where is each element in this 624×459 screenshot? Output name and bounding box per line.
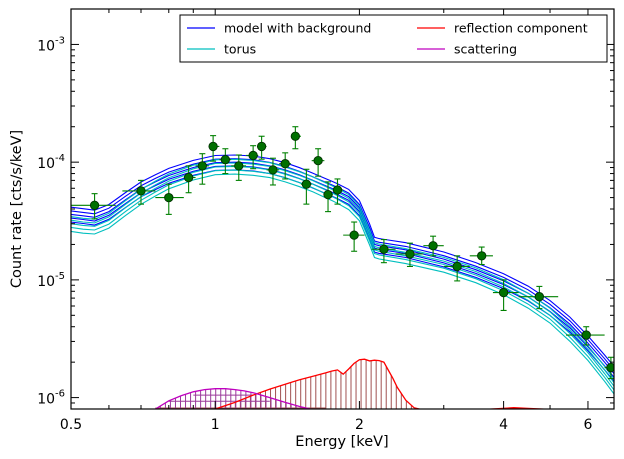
data-marker bbox=[183, 172, 194, 183]
legend-label: torus bbox=[224, 42, 256, 57]
scattering-hatching bbox=[159, 388, 307, 409]
data-point bbox=[323, 181, 333, 213]
data-point bbox=[266, 157, 280, 186]
legend-label: model with background bbox=[224, 21, 371, 36]
data-marker bbox=[136, 186, 146, 196]
data-point bbox=[492, 279, 519, 311]
data-marker bbox=[164, 192, 174, 203]
data-point bbox=[279, 152, 292, 180]
x-tick-label: 4 bbox=[499, 417, 508, 433]
data-points bbox=[71, 126, 614, 380]
plot-area bbox=[71, 126, 614, 409]
data-marker bbox=[268, 165, 278, 175]
data-marker bbox=[379, 244, 389, 254]
data-point bbox=[183, 165, 196, 194]
x-axis-label: Energy [keV] bbox=[295, 434, 388, 450]
data-point bbox=[343, 221, 365, 252]
legend: model with background reflection componen… bbox=[179, 14, 608, 63]
data-point bbox=[566, 326, 605, 346]
series-line-reflection-component bbox=[214, 358, 422, 409]
data-point bbox=[604, 356, 614, 380]
data-marker bbox=[248, 150, 258, 161]
data-point bbox=[290, 126, 301, 150]
data-point bbox=[122, 179, 156, 205]
data-marker bbox=[332, 185, 343, 195]
legend-box bbox=[179, 14, 608, 63]
series-line-torus bbox=[71, 173, 614, 395]
y-tick-label: 10-5 bbox=[37, 271, 65, 290]
data-point bbox=[311, 148, 325, 177]
legend-entry-reflection-component: reflection component bbox=[417, 21, 588, 36]
data-marker bbox=[349, 230, 359, 240]
series-model-with-background bbox=[71, 154, 614, 382]
data-point bbox=[469, 246, 493, 266]
reflection-hatching bbox=[155, 359, 417, 409]
data-marker bbox=[197, 161, 207, 171]
data-point bbox=[155, 183, 184, 215]
data-point bbox=[371, 239, 396, 264]
data-marker bbox=[428, 241, 438, 251]
data-marker bbox=[405, 249, 415, 259]
legend-entry-scattering: scattering bbox=[417, 42, 517, 57]
data-marker bbox=[280, 159, 290, 169]
series-line-scattering bbox=[155, 388, 314, 409]
data-point bbox=[300, 168, 312, 205]
y-tick-label: 10-6 bbox=[37, 389, 65, 408]
series-line-torus bbox=[71, 165, 614, 387]
data-marker bbox=[256, 141, 267, 152]
data-marker bbox=[477, 251, 487, 261]
data-marker bbox=[89, 200, 100, 210]
series-line-model-with-background bbox=[71, 158, 614, 371]
series-torus bbox=[71, 158, 614, 395]
data-point bbox=[423, 235, 444, 257]
data-point bbox=[71, 193, 116, 220]
data-point bbox=[395, 242, 424, 268]
plot-frame bbox=[70, 8, 615, 410]
data-marker bbox=[208, 141, 218, 152]
legend-entry-model-with-background: model with background bbox=[187, 21, 371, 36]
legend-label: scattering bbox=[454, 42, 517, 57]
axis-ticks bbox=[70, 8, 614, 410]
data-marker bbox=[220, 155, 231, 165]
y-tick-label: 10-3 bbox=[37, 35, 65, 54]
data-marker bbox=[498, 287, 509, 298]
data-marker bbox=[290, 131, 301, 141]
data-marker bbox=[323, 189, 333, 200]
data-point bbox=[219, 148, 232, 175]
data-marker bbox=[313, 155, 323, 166]
data-point bbox=[332, 178, 344, 205]
y-tick-label: 10-4 bbox=[37, 153, 65, 172]
data-point bbox=[518, 285, 559, 310]
tick-labels: 0.5 1 2 4 6 10-6 10-5 10-4 10-3 bbox=[37, 35, 592, 433]
data-point bbox=[208, 135, 220, 162]
series-reflection-component bbox=[214, 358, 422, 409]
series-line-model-with-background bbox=[71, 154, 614, 367]
legend-label: reflection component bbox=[454, 21, 588, 36]
data-marker bbox=[534, 292, 545, 302]
series-scattering bbox=[155, 388, 314, 409]
data-marker bbox=[301, 179, 312, 189]
data-point bbox=[443, 255, 470, 282]
x-tick-label: 1 bbox=[211, 417, 220, 433]
data-point bbox=[231, 154, 247, 181]
x-tick-label: 0.5 bbox=[60, 417, 82, 433]
data-point bbox=[256, 135, 267, 160]
series-line-torus bbox=[71, 169, 614, 391]
data-marker bbox=[581, 330, 591, 340]
legend-entry-torus: torus bbox=[187, 42, 256, 57]
x-tick-label: 6 bbox=[584, 417, 593, 433]
data-point bbox=[246, 145, 259, 170]
data-marker bbox=[452, 261, 462, 272]
series-line-torus bbox=[71, 158, 614, 380]
data-point bbox=[195, 153, 209, 185]
data-marker bbox=[606, 362, 614, 373]
x-tick-label: 2 bbox=[355, 417, 364, 433]
series-line-torus bbox=[71, 162, 614, 384]
y-axis-label: Count rate [cts/s/keV] bbox=[9, 130, 25, 288]
data-marker bbox=[234, 161, 244, 171]
